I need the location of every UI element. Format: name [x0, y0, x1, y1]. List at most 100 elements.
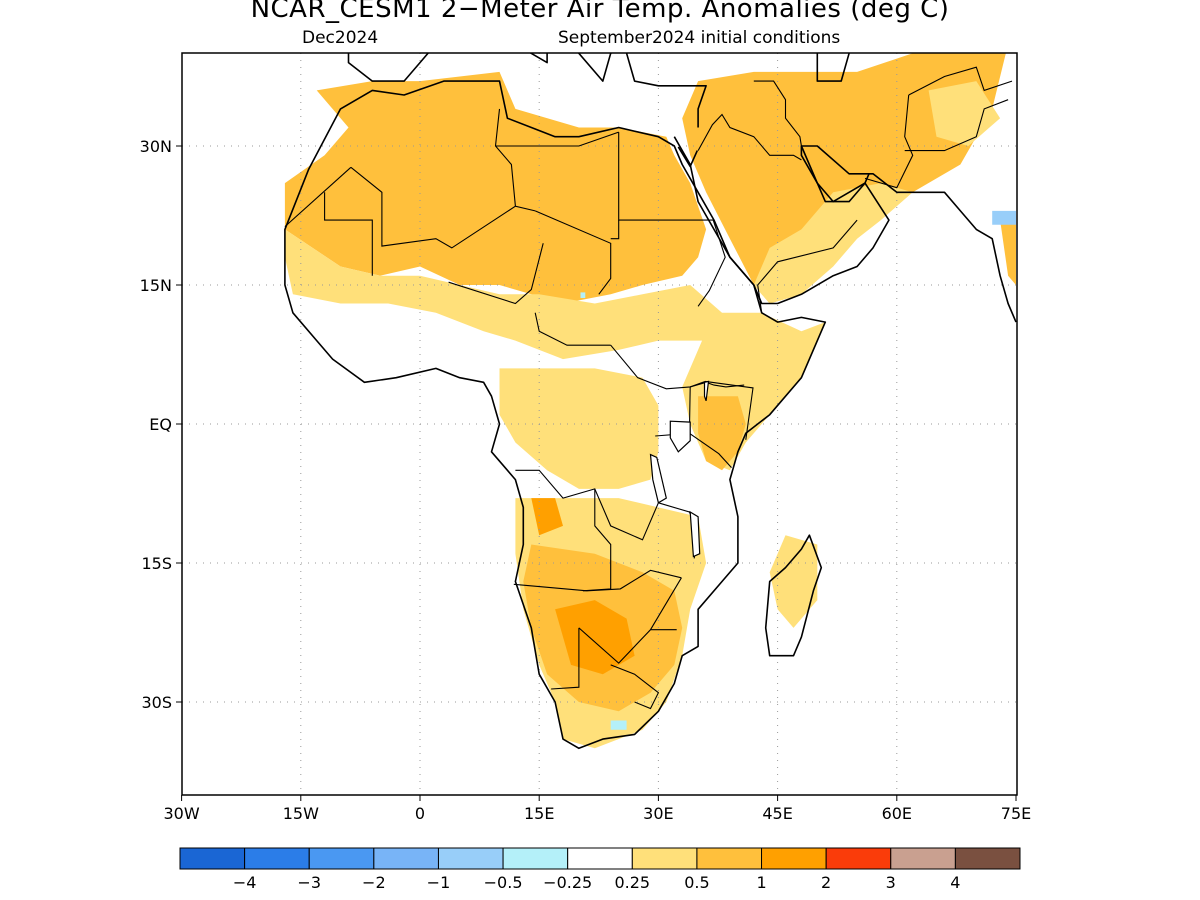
country-border [697, 113, 802, 161]
y-tick-label: EQ [149, 415, 172, 434]
country-border [610, 664, 660, 710]
colorbar-swatch [631, 847, 698, 870]
country-border [753, 80, 802, 147]
valid-month-label: Dec2024 [302, 28, 379, 48]
y-tick-label: 30S [141, 693, 172, 712]
anomaly-angola-hot [531, 498, 563, 536]
country-border [697, 219, 726, 307]
colorbar-label: 1 [756, 873, 766, 892]
anomaly-central [499, 368, 659, 489]
x-tick-label: 15E [524, 804, 554, 823]
colorbar-label: −0.5 [484, 873, 523, 892]
anomaly-madagascar [769, 535, 818, 628]
coastline-europe [347, 53, 613, 82]
colorbar-swatch [696, 847, 763, 870]
anomaly-india [1000, 220, 1016, 285]
y-axis-ticks: 30N 15N EQ 15S 30S [140, 137, 182, 712]
anomaly-sahara [284, 71, 707, 304]
country-border [448, 243, 544, 305]
lake-outline [689, 510, 701, 558]
x-tick-label: 30E [643, 804, 673, 823]
country-border [757, 219, 858, 313]
anomaly-cool-nigeria-dot [580, 292, 586, 298]
coastline-levant-turkey [625, 53, 707, 128]
country-border [551, 627, 580, 690]
country-border [324, 192, 373, 276]
anomaly-middle-east [682, 53, 1006, 304]
coastline-africa [284, 80, 827, 750]
y-tick-label: 15N [140, 276, 172, 295]
colorbar-swatch [567, 847, 633, 870]
colorbar-swatch [179, 847, 246, 870]
anomaly-hotspot-turkey [678, 0, 690, 1]
country-border [864, 94, 914, 189]
country-border [578, 627, 677, 664]
x-axis-ticks: 30W 15W 0 15E 30E 45E 60E 75E [164, 795, 1031, 823]
country-border [513, 569, 682, 592]
colorbar-label: 0.25 [614, 873, 650, 892]
country-border [705, 381, 745, 388]
x-tick-label: 30W [164, 804, 200, 823]
coastlines-and-borders [284, 53, 1017, 750]
colorbar-label: 0.5 [684, 873, 709, 892]
country-border [494, 108, 516, 207]
anomaly-iran-pale [928, 81, 1001, 146]
x-tick-label: 60E [882, 804, 912, 823]
colorbar-label: 2 [821, 873, 831, 892]
country-border [534, 312, 611, 346]
y-tick-label: 30N [140, 137, 172, 156]
x-tick-label: 0 [415, 804, 425, 823]
colorbar-label: −0.25 [543, 873, 592, 892]
anomaly-botswana-hot [555, 600, 635, 675]
colorbar-swatch [437, 847, 504, 870]
colorbar-swatch [825, 847, 892, 870]
anomaly-cool-south-africa [610, 720, 627, 730]
anomaly-sahel [284, 229, 722, 360]
coastline-caspian [815, 53, 850, 82]
colorbar-label: 4 [950, 873, 960, 892]
anomaly-kenya [698, 396, 746, 471]
country-border [495, 131, 619, 147]
anomaly-cool-arabian-sea-coast [992, 210, 1016, 225]
lake-outline [703, 380, 710, 401]
y-tick-label: 15S [141, 554, 172, 573]
x-tick-label: 45E [762, 804, 792, 823]
country-border [908, 66, 1013, 96]
country-border [284, 166, 352, 228]
country-border [610, 220, 620, 240]
initial-conditions-label: September2024 initial conditions [558, 28, 841, 48]
country-border [688, 380, 754, 440]
coastline-persian-gulf [800, 145, 870, 203]
colorbar-label: −2 [362, 873, 386, 892]
lake-outline [669, 420, 691, 453]
anomaly-arabia-pale [753, 183, 913, 304]
coastline-red-sea-sinai [677, 146, 699, 168]
figure-title: NCAR_CESM1 2−Meter Air Temp. Anomalies (… [250, 0, 950, 24]
colorbar-swatch [502, 847, 569, 870]
coastline-madagascar [764, 534, 823, 657]
anomaly-cool-tibet [976, 0, 1016, 35]
country-border [534, 210, 612, 295]
colorbar-label: −4 [233, 873, 257, 892]
colorbar-swatch [308, 847, 375, 870]
colorbar-label: −3 [297, 873, 321, 892]
colorbar-label: −1 [427, 873, 451, 892]
anomaly-shading [284, 0, 1016, 749]
lake-outline [649, 453, 667, 504]
anomaly-europe-west [341, 0, 405, 35]
x-tick-label: 15W [283, 804, 319, 823]
colorbar-swatch [244, 847, 310, 870]
colorbar-swatch [373, 847, 439, 870]
country-border [650, 577, 682, 630]
colorbar-swatch [890, 847, 956, 870]
colorbar-swatch [954, 847, 1021, 870]
x-tick-label: 75E [1001, 804, 1031, 823]
lat-lon-grid [182, 53, 1017, 795]
colorbar-label: 3 [886, 873, 896, 892]
colorbar-swatch [761, 847, 827, 870]
anomaly-europe-east [579, 0, 778, 44]
country-border [904, 99, 1009, 152]
colorbar: −4 −3 −2 −1 −0.5 −0.25 0.25 0.5 1 2 3 4 [179, 847, 1021, 892]
